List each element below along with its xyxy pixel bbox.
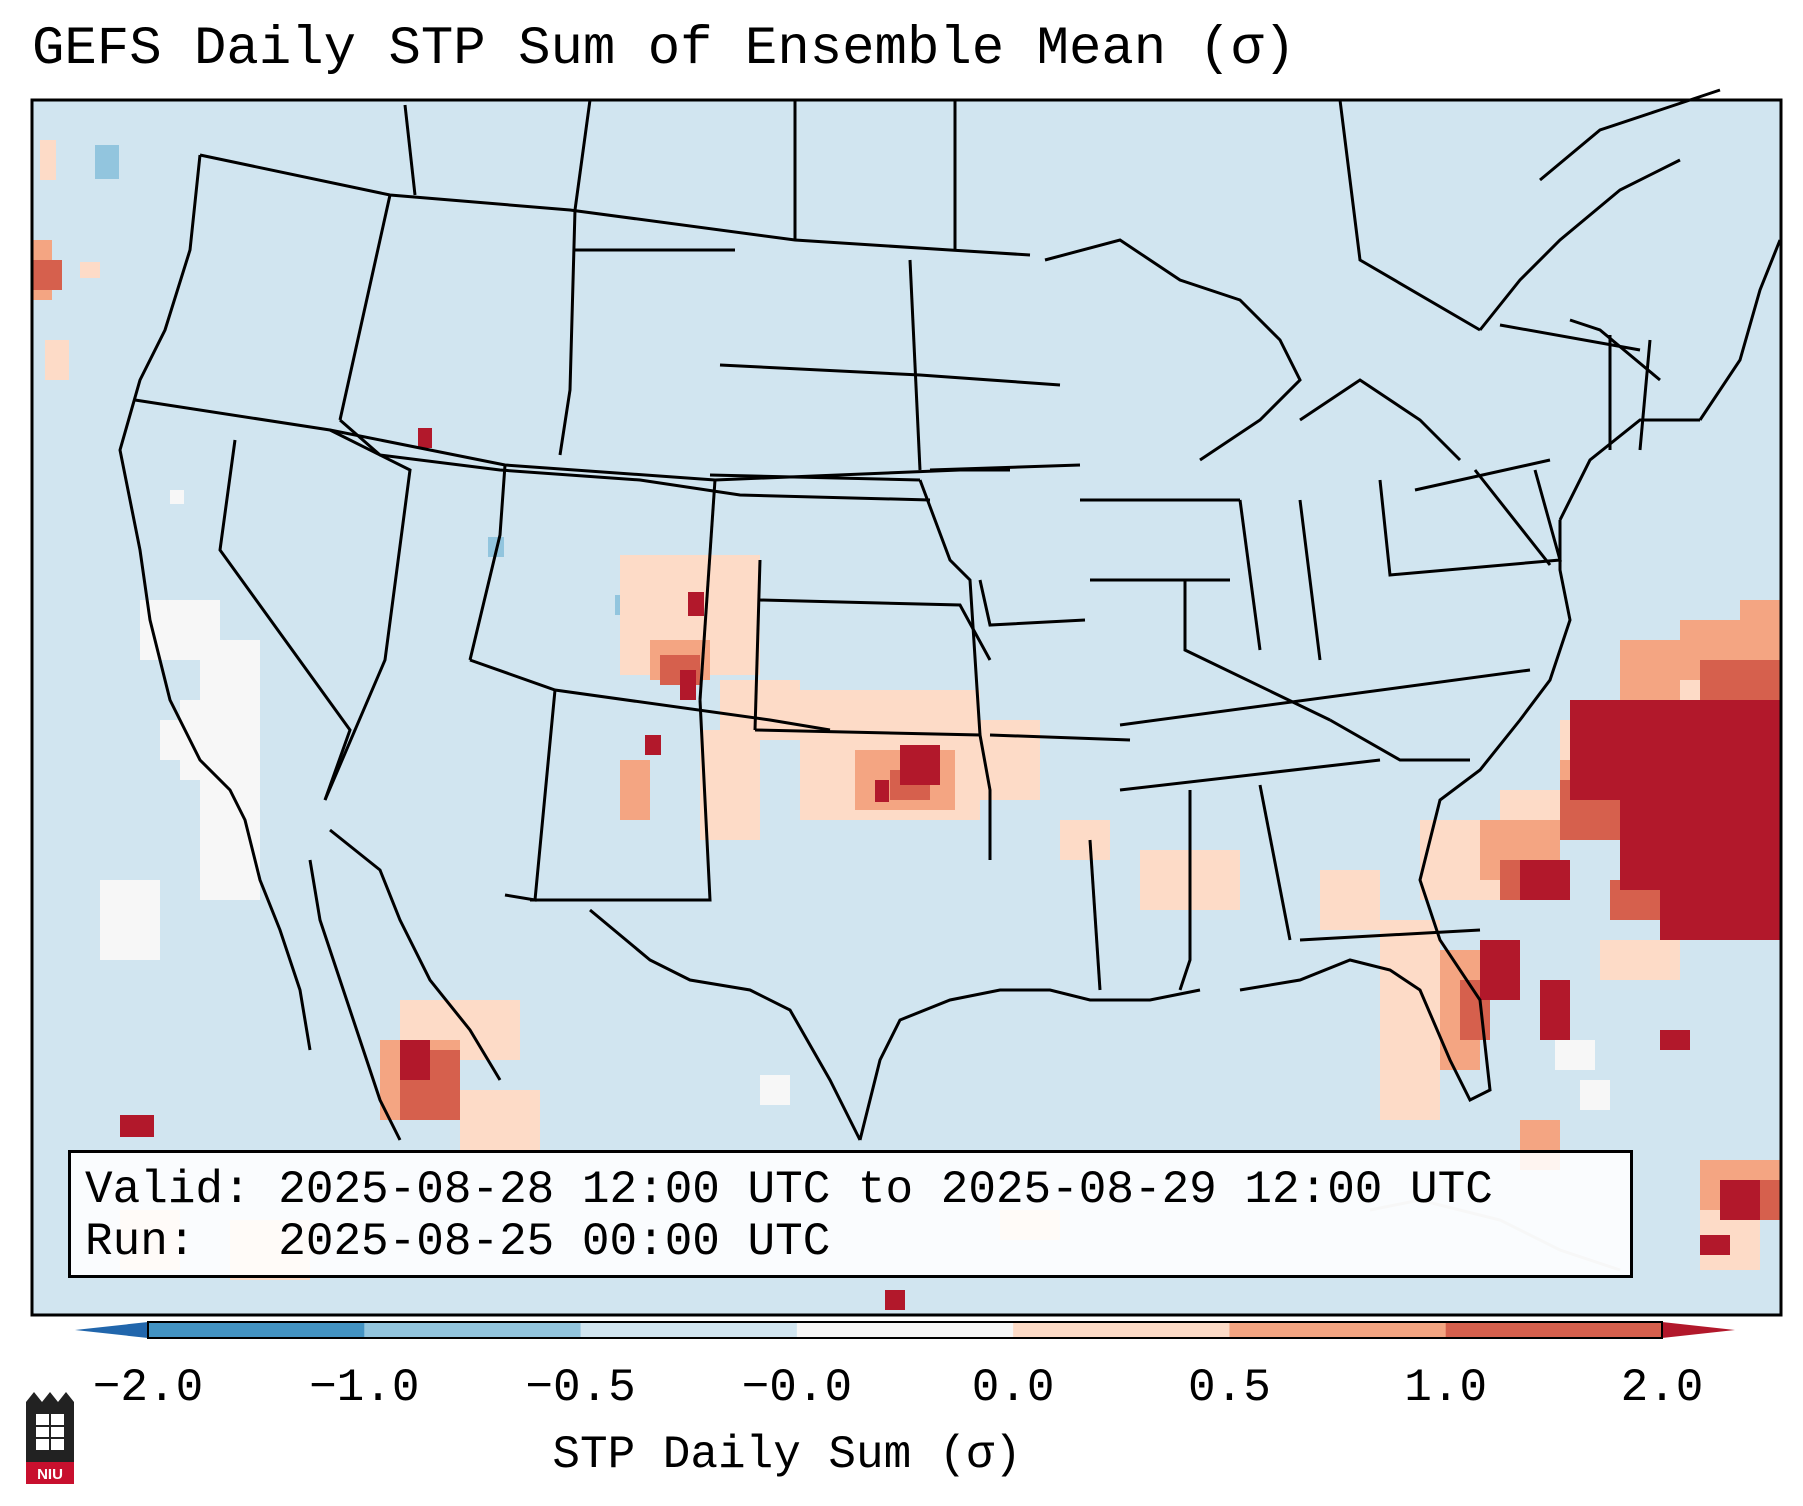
colorbar-tick-label: 1.0 bbox=[1404, 1362, 1488, 1414]
boundary-lines bbox=[134, 99, 1661, 991]
run-time-line: Run: 2025-08-25 00:00 UTC bbox=[85, 1216, 831, 1268]
valid-time-line: Valid: 2025-08-28 12:00 UTC to 2025-08-2… bbox=[85, 1164, 1493, 1216]
colorbar-tick-label: −1.0 bbox=[309, 1362, 420, 1414]
niu-logo: NIU bbox=[26, 1392, 74, 1484]
colorbar-tick-label: −2.0 bbox=[92, 1362, 204, 1414]
map-frame bbox=[30, 98, 1783, 1317]
colorbar-label: STP Daily Sum (σ) bbox=[552, 1429, 1022, 1481]
near-zero-cells bbox=[100, 490, 1610, 1110]
colorbar-tick-label: 2.0 bbox=[1620, 1362, 1704, 1414]
colorbar-tick-label: 0.0 bbox=[971, 1362, 1055, 1414]
colorbar-tick-label: −0.0 bbox=[741, 1362, 853, 1414]
colorbar-tick-label: −0.5 bbox=[525, 1362, 636, 1414]
logo-text: NIU bbox=[37, 1466, 63, 1483]
valid-time-box: Valid: 2025-08-28 12:00 UTC to 2025-08-2… bbox=[68, 1150, 1633, 1278]
colorbar-tick-label: 0.5 bbox=[1188, 1362, 1271, 1414]
chart-title: GEFS Daily STP Sum of Ensemble Mean (σ) bbox=[32, 19, 1296, 80]
coastlines bbox=[118, 88, 1782, 1141]
very-strong-positive-cells bbox=[120, 428, 1780, 1310]
